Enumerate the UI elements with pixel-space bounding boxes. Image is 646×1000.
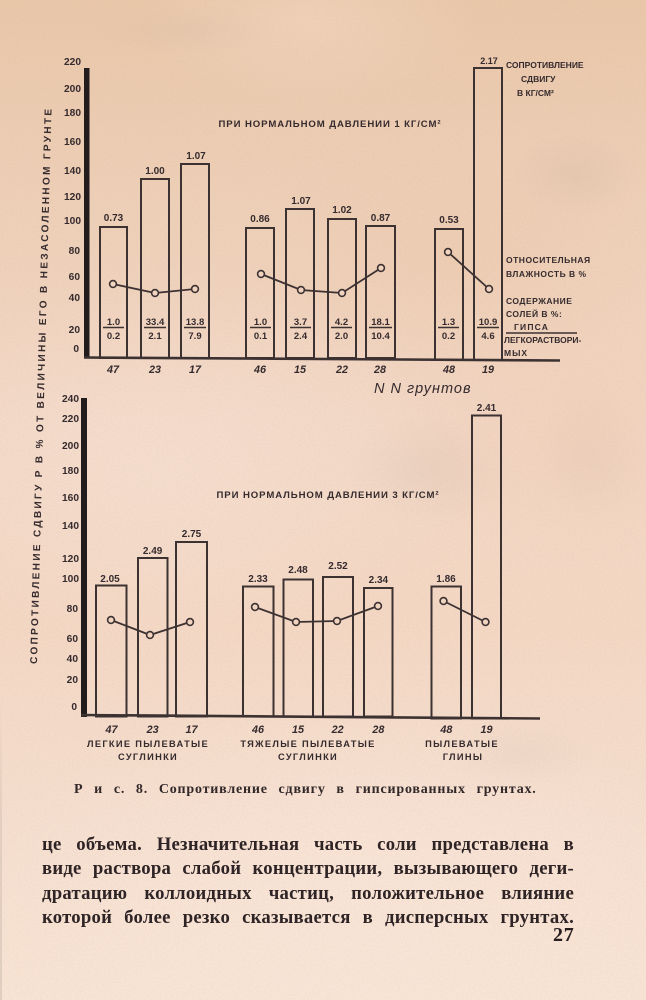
- svg-text:120: 120: [64, 192, 81, 203]
- svg-text:0.73: 0.73: [104, 213, 124, 224]
- svg-text:17: 17: [189, 364, 202, 376]
- svg-text:120: 120: [62, 554, 79, 565]
- svg-text:15: 15: [294, 364, 307, 376]
- svg-text:47: 47: [106, 364, 120, 376]
- svg-text:СУГЛИНКИ: СУГЛИНКИ: [118, 752, 178, 762]
- svg-text:48: 48: [442, 364, 455, 376]
- svg-text:20: 20: [67, 675, 79, 686]
- svg-text:ВЛАЖНОСТЬ В %: ВЛАЖНОСТЬ В %: [506, 269, 587, 279]
- svg-text:СОДЕРЖАНИЕ: СОДЕРЖАНИЕ: [506, 296, 572, 306]
- svg-text:2.0: 2.0: [335, 331, 348, 342]
- svg-text:1.07: 1.07: [291, 196, 311, 207]
- svg-text:180: 180: [62, 466, 79, 477]
- svg-text:0.87: 0.87: [371, 213, 391, 224]
- svg-text:4.2: 4.2: [335, 317, 348, 328]
- svg-text:ПЫЛЕВАТЫЕ: ПЫЛЕВАТЫЕ: [425, 739, 499, 749]
- svg-text:240: 240: [62, 394, 79, 405]
- svg-text:80: 80: [69, 246, 81, 257]
- svg-text:N N грунтов: N N грунтов: [374, 381, 472, 397]
- svg-text:19: 19: [482, 364, 494, 376]
- svg-text:ТЯЖЕЛЫЕ ПЫЛЕВАТЫЕ: ТЯЖЕЛЫЕ ПЫЛЕВАТЫЕ: [240, 739, 375, 749]
- svg-text:33.4: 33.4: [146, 317, 165, 328]
- svg-text:28: 28: [371, 724, 384, 736]
- svg-text:46: 46: [251, 724, 265, 736]
- svg-text:200: 200: [62, 441, 79, 452]
- svg-text:2.1: 2.1: [148, 331, 162, 342]
- svg-text:20: 20: [69, 325, 81, 336]
- svg-text:СОЛЕЙ В %:: СОЛЕЙ В %:: [506, 308, 562, 319]
- svg-text:ОТНОСИТЕЛЬНАЯ: ОТНОСИТЕЛЬНАЯ: [506, 255, 591, 265]
- svg-text:1.07: 1.07: [186, 151, 206, 162]
- svg-text:60: 60: [67, 634, 79, 645]
- svg-text:0.53: 0.53: [439, 215, 459, 226]
- svg-text:100: 100: [62, 574, 79, 585]
- svg-text:200: 200: [64, 84, 81, 95]
- svg-text:10.4: 10.4: [371, 331, 390, 342]
- svg-text:1.02: 1.02: [332, 205, 352, 216]
- svg-text:160: 160: [62, 493, 79, 504]
- svg-text:1.3: 1.3: [442, 317, 455, 328]
- svg-text:ГИПСА: ГИПСА: [514, 322, 549, 332]
- svg-text:23: 23: [146, 724, 159, 736]
- svg-text:140: 140: [64, 166, 81, 177]
- svg-text:28: 28: [373, 364, 386, 376]
- svg-text:22: 22: [335, 364, 348, 376]
- svg-text:ЛЕГКИЕ ПЫЛЕВАТЫЕ: ЛЕГКИЕ ПЫЛЕВАТЫЕ: [87, 739, 209, 749]
- svg-text:0.1: 0.1: [254, 331, 268, 342]
- svg-text:48: 48: [439, 724, 452, 736]
- svg-text:2.52: 2.52: [328, 561, 348, 572]
- svg-text:10.9: 10.9: [479, 317, 498, 328]
- svg-text:0.2: 0.2: [442, 331, 455, 342]
- svg-text:7.9: 7.9: [188, 331, 201, 342]
- svg-text:19: 19: [480, 724, 492, 736]
- svg-text:3.7: 3.7: [294, 317, 307, 328]
- svg-text:2.41: 2.41: [477, 403, 497, 414]
- svg-text:40: 40: [69, 293, 81, 304]
- svg-text:60: 60: [69, 272, 81, 283]
- svg-text:1.0: 1.0: [107, 317, 120, 328]
- svg-text:1.00: 1.00: [145, 166, 165, 177]
- svg-text:23: 23: [148, 364, 161, 376]
- svg-text:ЛЕГКОРАСТВОРИ-: ЛЕГКОРАСТВОРИ-: [504, 335, 582, 345]
- svg-text:0: 0: [71, 702, 77, 713]
- svg-text:100: 100: [64, 216, 81, 227]
- svg-text:47: 47: [104, 724, 118, 736]
- svg-text:40: 40: [67, 654, 79, 665]
- svg-text:2.34: 2.34: [369, 575, 389, 586]
- svg-text:160: 160: [64, 137, 81, 148]
- svg-text:15: 15: [292, 724, 305, 736]
- svg-text:2.4: 2.4: [294, 331, 308, 342]
- svg-text:2.33: 2.33: [248, 574, 268, 585]
- svg-text:СУГЛИНКИ: СУГЛИНКИ: [278, 752, 338, 762]
- svg-text:80: 80: [67, 604, 79, 615]
- svg-text:17: 17: [185, 724, 198, 736]
- svg-text:18.1: 18.1: [371, 317, 390, 328]
- svg-text:ПРИ НОРМАЛЬНОМ ДАВЛЕНИИ 3 КГ/С: ПРИ НОРМАЛЬНОМ ДАВЛЕНИИ 3 КГ/СМ²: [217, 490, 440, 501]
- svg-text:В КГ/СМ²: В КГ/СМ²: [517, 88, 554, 98]
- svg-text:2.05: 2.05: [100, 574, 120, 585]
- svg-text:1.86: 1.86: [436, 574, 456, 585]
- svg-text:140: 140: [62, 521, 79, 532]
- svg-text:22: 22: [331, 724, 344, 736]
- svg-text:2.75: 2.75: [182, 529, 202, 540]
- svg-text:13.8: 13.8: [186, 317, 205, 328]
- svg-text:2.48: 2.48: [288, 565, 308, 576]
- svg-text:180: 180: [64, 108, 81, 119]
- svg-text:ГЛИНЫ: ГЛИНЫ: [443, 752, 484, 762]
- svg-text:220: 220: [64, 57, 81, 68]
- svg-text:46: 46: [253, 364, 267, 376]
- svg-text:ПРИ НОРМАЛЬНОМ ДАВЛЕНИИ 1 КГ/С: ПРИ НОРМАЛЬНОМ ДАВЛЕНИИ 1 КГ/СМ²: [219, 119, 442, 130]
- svg-text:1.0: 1.0: [254, 317, 267, 328]
- svg-text:2.17: 2.17: [480, 56, 498, 66]
- svg-text:СОПРОТИВЛЕНИЕ: СОПРОТИВЛЕНИЕ: [506, 60, 584, 70]
- svg-text:0.86: 0.86: [250, 214, 270, 225]
- svg-text:0: 0: [73, 344, 79, 355]
- svg-text:0.2: 0.2: [107, 331, 120, 342]
- svg-text:2.49: 2.49: [143, 546, 163, 557]
- svg-text:СДВИГУ: СДВИГУ: [521, 74, 556, 84]
- svg-text:220: 220: [62, 414, 79, 425]
- svg-text:МЫХ: МЫХ: [504, 348, 528, 358]
- svg-text:4.6: 4.6: [481, 331, 494, 342]
